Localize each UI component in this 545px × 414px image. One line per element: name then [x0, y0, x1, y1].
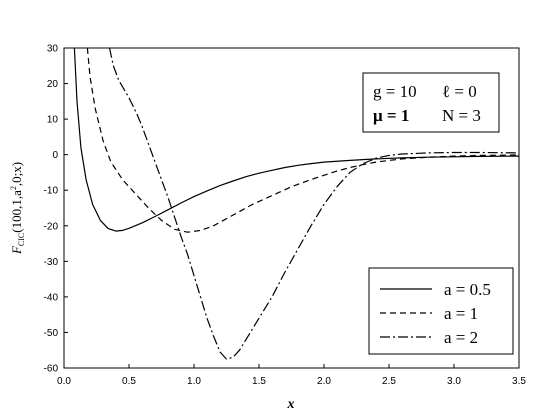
- y-tick-label: 30: [47, 44, 59, 55]
- series-line-2: [108, 47, 520, 360]
- series-line-1: [86, 47, 520, 233]
- x-tick-label: 1.0: [187, 376, 201, 387]
- x-axis-label: x: [287, 397, 295, 412]
- y-tick-label: -60: [44, 364, 59, 375]
- x-axis-ticks: 0.0 0.5 1.0 1.5 2.0 2.5 3.0 3.5: [57, 364, 526, 387]
- x-tick-label: 2.0: [317, 376, 331, 387]
- legend-label-a05: a = 0.5: [444, 280, 491, 299]
- legend-label-a2: a = 2: [444, 328, 478, 347]
- param-g: g = 10: [373, 82, 417, 101]
- y-label-f: F: [9, 245, 24, 255]
- param-n: N = 3: [442, 106, 481, 125]
- y-tick-label: -40: [44, 292, 59, 303]
- y-tick-label: -20: [44, 221, 59, 232]
- series-layer: [73, 47, 520, 360]
- legend: a = 0.5 a = 1 a = 2: [368, 267, 514, 355]
- series-line-0: [73, 47, 520, 232]
- params-box: g = 10 ℓ = 0 μ = 1 N = 3: [362, 72, 500, 133]
- legend-label-a1: a = 1: [444, 304, 478, 323]
- y-tick-label: 10: [47, 115, 59, 126]
- y-axis-ticks: 30 20 10 0 -10 -20 -30 -40 -50 -60: [44, 44, 68, 375]
- param-mu: μ = 1: [373, 106, 409, 125]
- y-label-sup: 2: [9, 186, 18, 190]
- y-tick-label: 20: [47, 79, 59, 90]
- x-tick-label: 2.5: [382, 376, 396, 387]
- svg-text:FCIC(100,1,a2,0;x): FCIC(100,1,a2,0;x): [9, 162, 26, 255]
- y-label-args: (100,1,a: [9, 190, 24, 233]
- y-axis-label: FCIC(100,1,a2,0;x): [9, 162, 26, 255]
- x-tick-label: 1.5: [252, 376, 266, 387]
- x-tick-label: 3.5: [512, 376, 526, 387]
- y-tick-label: -30: [44, 257, 59, 268]
- x-tick-label: 3.0: [447, 376, 461, 387]
- plot-frame: [63, 47, 520, 369]
- x-tick-label: 0.5: [122, 376, 136, 387]
- y-label-tail: ,0;x): [9, 162, 24, 186]
- y-label-sub: CIC: [17, 233, 26, 246]
- y-tick-label: -50: [44, 328, 59, 339]
- y-tick-label: 0: [52, 150, 58, 161]
- x-tick-label: 0.0: [57, 376, 71, 387]
- param-l: ℓ = 0: [442, 82, 477, 101]
- y-tick-label: -10: [44, 186, 59, 197]
